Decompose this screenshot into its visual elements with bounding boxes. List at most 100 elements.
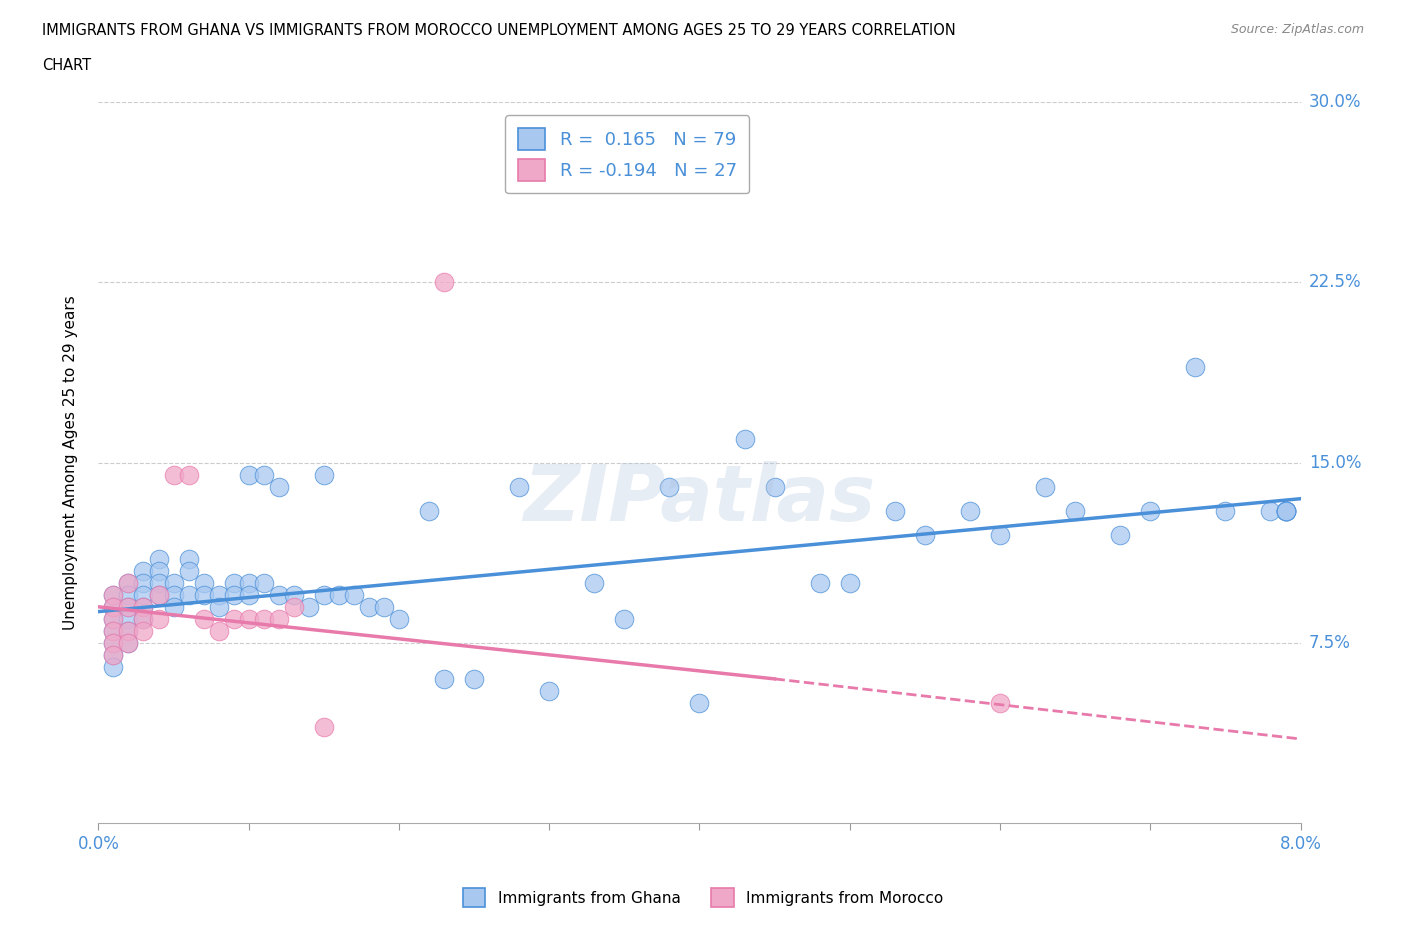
- Point: [103, 647, 125, 662]
- Point: [1274, 503, 1296, 518]
- Point: [1184, 359, 1206, 374]
- Point: [103, 659, 125, 674]
- Text: IMMIGRANTS FROM GHANA VS IMMIGRANTS FROM MOROCCO UNEMPLOYMENT AMONG AGES 25 TO 2: IMMIGRANTS FROM GHANA VS IMMIGRANTS FROM…: [42, 23, 956, 38]
- Point: [763, 479, 786, 494]
- Point: [312, 720, 335, 735]
- Point: [238, 611, 260, 626]
- Point: [1274, 503, 1296, 518]
- Point: [734, 432, 756, 446]
- Point: [1274, 503, 1296, 518]
- Point: [238, 588, 260, 603]
- Point: [1139, 503, 1161, 518]
- Point: [433, 671, 456, 686]
- Point: [583, 576, 606, 591]
- Point: [418, 503, 440, 518]
- Point: [132, 600, 155, 615]
- Point: [357, 600, 380, 615]
- Point: [238, 576, 260, 591]
- Text: Source: ZipAtlas.com: Source: ZipAtlas.com: [1230, 23, 1364, 36]
- Point: [132, 611, 155, 626]
- Point: [117, 600, 139, 615]
- Point: [298, 600, 321, 615]
- Point: [177, 588, 200, 603]
- Point: [1274, 503, 1296, 518]
- Point: [117, 576, 139, 591]
- Point: [103, 647, 125, 662]
- Point: [267, 611, 290, 626]
- Point: [103, 623, 125, 638]
- Point: [117, 635, 139, 650]
- Point: [959, 503, 981, 518]
- Point: [328, 588, 350, 603]
- Point: [117, 588, 139, 603]
- Point: [103, 588, 125, 603]
- Point: [148, 611, 170, 626]
- Point: [103, 611, 125, 626]
- Point: [103, 600, 125, 615]
- Point: [117, 600, 139, 615]
- Point: [253, 611, 276, 626]
- Point: [193, 576, 215, 591]
- Point: [132, 611, 155, 626]
- Point: [117, 623, 139, 638]
- Point: [132, 600, 155, 615]
- Point: [117, 611, 139, 626]
- Point: [914, 527, 936, 542]
- Point: [1033, 479, 1056, 494]
- Point: [208, 588, 231, 603]
- Point: [132, 564, 155, 578]
- Point: [373, 600, 395, 615]
- Point: [117, 623, 139, 638]
- Point: [148, 576, 170, 591]
- Text: 22.5%: 22.5%: [1309, 273, 1361, 291]
- Text: 30.0%: 30.0%: [1309, 93, 1361, 112]
- Point: [433, 275, 456, 290]
- Point: [613, 611, 636, 626]
- Legend: R =  0.165   N = 79, R = -0.194   N = 27: R = 0.165 N = 79, R = -0.194 N = 27: [505, 115, 749, 193]
- Point: [148, 564, 170, 578]
- Point: [988, 696, 1011, 711]
- Point: [688, 696, 710, 711]
- Point: [103, 635, 125, 650]
- Point: [162, 600, 184, 615]
- Point: [162, 588, 184, 603]
- Point: [177, 551, 200, 566]
- Point: [177, 467, 200, 482]
- Point: [132, 588, 155, 603]
- Point: [193, 611, 215, 626]
- Point: [117, 635, 139, 650]
- Point: [238, 467, 260, 482]
- Point: [148, 588, 170, 603]
- Point: [267, 479, 290, 494]
- Point: [1274, 503, 1296, 518]
- Point: [253, 576, 276, 591]
- Point: [1215, 503, 1237, 518]
- Point: [103, 588, 125, 603]
- Point: [253, 467, 276, 482]
- Point: [1260, 503, 1282, 518]
- Text: ZIPatlas: ZIPatlas: [523, 460, 876, 537]
- Point: [222, 576, 245, 591]
- Point: [1064, 503, 1087, 518]
- Point: [103, 635, 125, 650]
- Point: [103, 600, 125, 615]
- Point: [222, 588, 245, 603]
- Point: [132, 623, 155, 638]
- Point: [883, 503, 905, 518]
- Point: [162, 467, 184, 482]
- Y-axis label: Unemployment Among Ages 25 to 29 years: Unemployment Among Ages 25 to 29 years: [63, 296, 77, 630]
- Point: [117, 576, 139, 591]
- Point: [148, 588, 170, 603]
- Legend: Immigrants from Ghana, Immigrants from Morocco: Immigrants from Ghana, Immigrants from M…: [457, 883, 949, 913]
- Point: [838, 576, 860, 591]
- Point: [283, 600, 305, 615]
- Point: [508, 479, 530, 494]
- Point: [312, 467, 335, 482]
- Point: [283, 588, 305, 603]
- Point: [658, 479, 681, 494]
- Point: [267, 588, 290, 603]
- Point: [162, 576, 184, 591]
- Text: 7.5%: 7.5%: [1309, 634, 1351, 652]
- Point: [988, 527, 1011, 542]
- Text: 15.0%: 15.0%: [1309, 454, 1361, 472]
